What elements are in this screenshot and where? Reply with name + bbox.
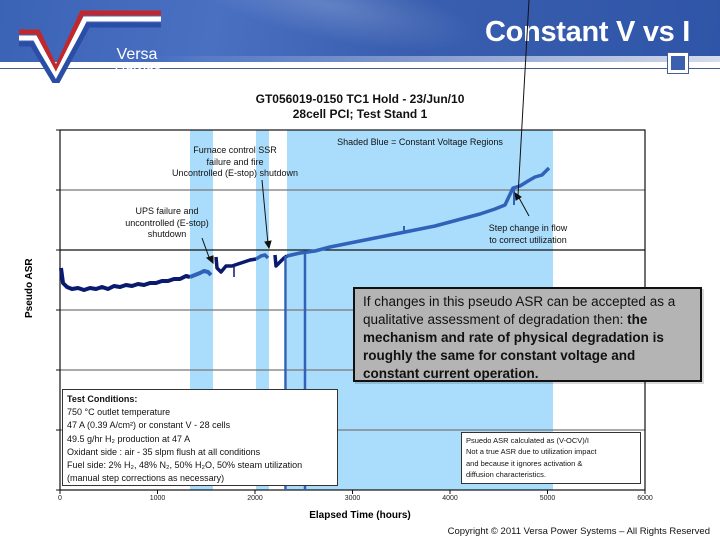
x-tick-label: 3000	[344, 495, 361, 502]
furnace-annotation: Furnace control SSR failure and fire Unc…	[170, 145, 300, 180]
x-tick-label: 2000	[247, 495, 263, 502]
y-ticks	[56, 129, 60, 491]
chart-title-line-2: 28cell PCI; Test Stand 1	[292, 107, 428, 121]
arrow-head-ups	[205, 255, 214, 265]
test-conditions-box: Test Conditions: 750 °C outlet temperatu…	[62, 389, 338, 486]
asr-note-line: Psuedo ASR calculated as (V-OCV)/I	[466, 436, 589, 445]
step-line-1: Step change in flow	[488, 223, 568, 233]
chart-title-line-1: GT056019-0150 TC1 Hold - 23/Jun/10	[255, 92, 465, 106]
slide-title: Constant V vs I	[485, 16, 690, 48]
ups-line-3: shutdown	[147, 229, 187, 239]
x-tick-label: 5000	[539, 495, 556, 502]
x-tick-label: 6000	[637, 495, 653, 502]
test-condition-line: Fuel side: 2% H₂, 48% N₂, 50% H₂O, 50% s…	[67, 460, 303, 471]
asr-note-line: and because it ignores activation &	[466, 458, 583, 468]
arrow-head-step	[514, 191, 522, 201]
copyright-footer: Copyright © 2011 Versa Power Systems – A…	[447, 526, 710, 537]
test-condition-line: (manual step corrections as necessary)	[67, 473, 225, 484]
ups-line-1: UPS failure and	[135, 206, 199, 216]
y-axis-label: Pseudo ASR	[24, 258, 35, 318]
logo-line-2: Systems	[106, 80, 168, 97]
furnace-line-1: Furnace control SSR	[193, 145, 277, 155]
slide-header	[0, 0, 720, 62]
x-tick-label: 0	[58, 495, 62, 502]
series-constant-current-1	[59, 267, 191, 292]
series-constant-voltage-1	[189, 269, 213, 279]
ups-annotation: UPS failure and uncontrolled (E-stop) sh…	[112, 206, 222, 241]
ups-line-2: uncontrolled (E-stop)	[125, 217, 209, 228]
series-constant-current-2	[214, 256, 257, 274]
test-condition-line: 750 °C outlet temperature	[67, 407, 171, 418]
callout-normal-text: If changes in this pseudo ASR can be acc…	[363, 294, 676, 327]
x-tick-label: 4000	[442, 495, 458, 502]
series-constant-voltage-2	[255, 253, 270, 261]
logo-text: Versa Power Systems	[92, 46, 182, 97]
arrow-head-furnace	[264, 240, 272, 250]
header-square-icon	[667, 52, 689, 74]
test-condition-line: 49.5 g/hr H₂ production at 47 A	[67, 433, 191, 444]
step-line-2: to correct utilization	[489, 234, 567, 245]
header-fade	[150, 56, 720, 62]
shaded-legend-annotation: Shaded Blue = Constant Voltage Regions	[337, 137, 503, 147]
x-tick-label: 1000	[149, 495, 166, 502]
step-change-annotation: Step change in flow to correct utilizati…	[468, 223, 588, 246]
test-condition-line: Oxidant side : air - 35 slpm flush at al…	[67, 446, 261, 457]
chart-title: GT056019-0150 TC1 Hold - 23/Jun/10 28cel…	[160, 92, 560, 122]
test-conditions-title: Test Conditions:	[67, 394, 138, 404]
furnace-line-2: failure and fire	[206, 156, 264, 167]
series-constant-voltage-3	[286, 166, 551, 258]
asr-note-box: Psuedo ASR calculated as (V-OCV)/I Not a…	[461, 432, 641, 484]
header-divider	[0, 68, 720, 69]
logo-line-1: Versa Power	[114, 46, 160, 80]
test-condition-line: 47 A (0.39 A/cm²) or constant V - 28 cel…	[67, 420, 231, 431]
x-ticks	[59, 490, 646, 494]
furnace-line-3: Uncontrolled (E-stop) shutdown	[171, 168, 299, 178]
conclusion-callout: If changes in this pseudo ASR can be acc…	[353, 287, 702, 382]
asr-note-line: diffusion characteristics.	[466, 469, 546, 479]
callout-bold-text: the mechanism and rate of physical degra…	[363, 312, 664, 381]
asr-note-line: Not a true ASR due to utilization impact	[466, 447, 597, 457]
annotation-arrows	[201, 0, 530, 265]
x-axis-label: Elapsed Time (hours)	[309, 510, 411, 521]
versa-power-logo: Versa Power Systems	[16, 8, 168, 97]
